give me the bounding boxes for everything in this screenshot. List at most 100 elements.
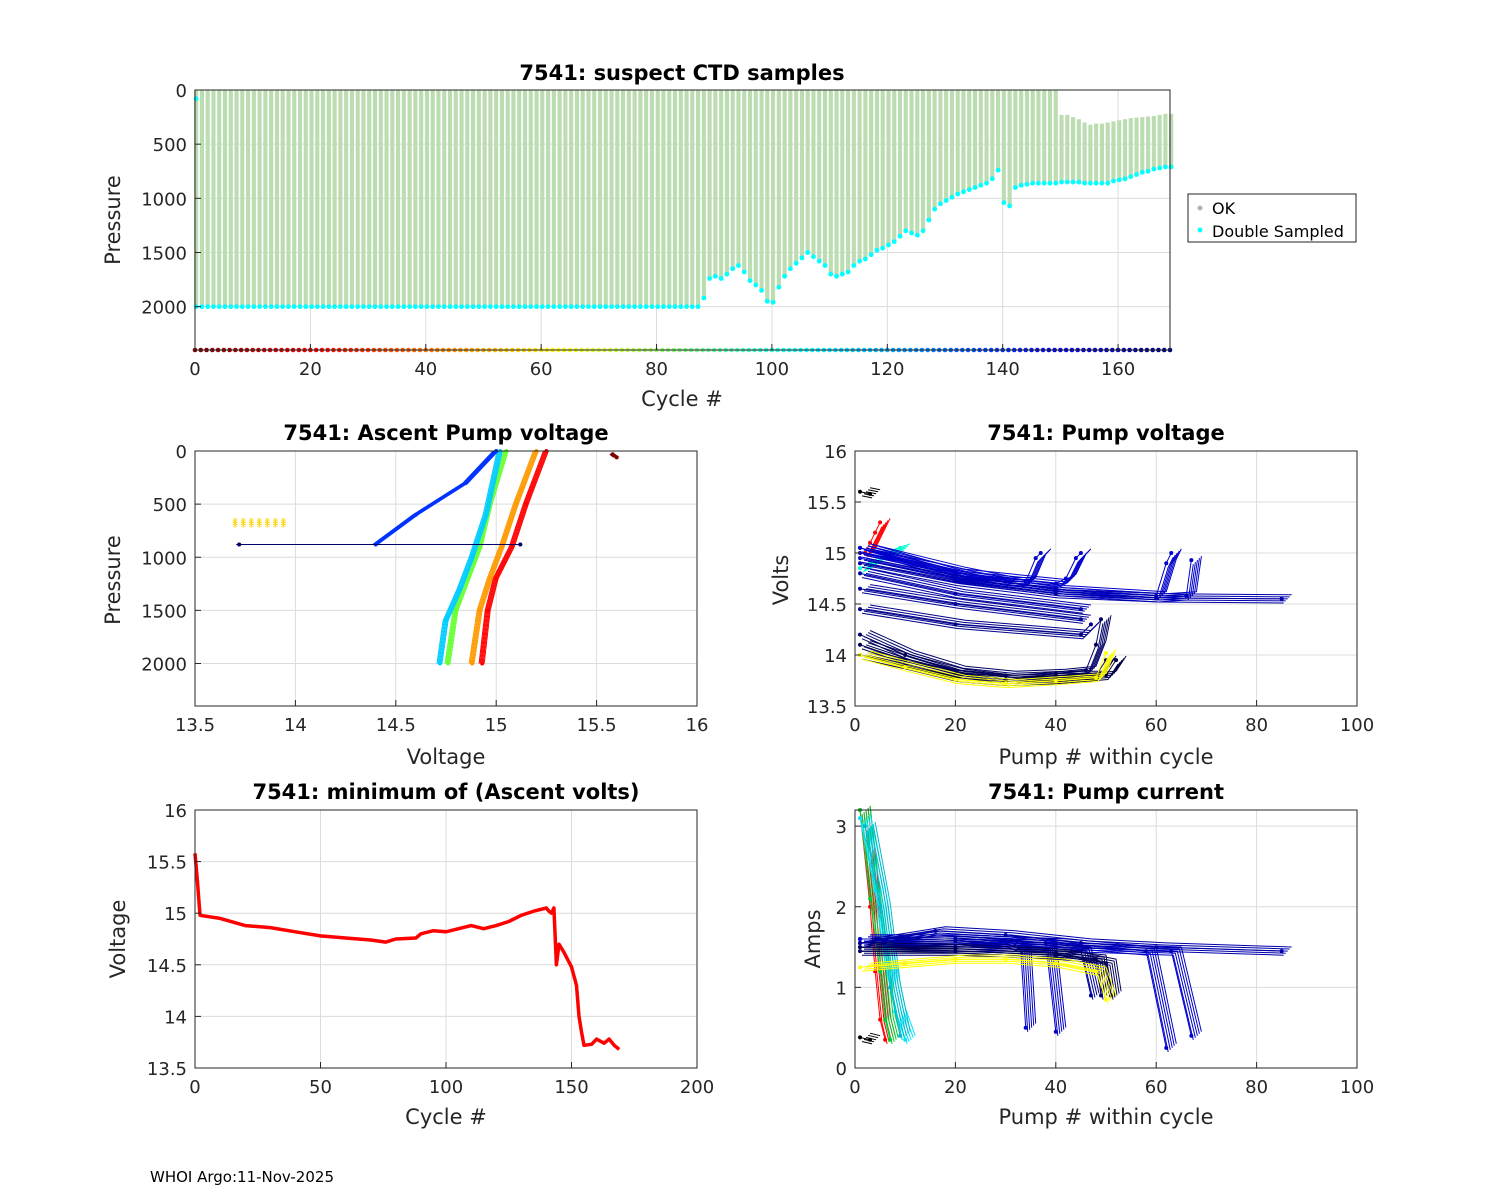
- profile-bar: [1042, 90, 1047, 184]
- data-point: [858, 607, 863, 612]
- profile-bar: [742, 90, 747, 272]
- yellow-marker: *: [248, 517, 254, 530]
- data-point: [1088, 622, 1093, 627]
- double-sampled-marker: [1116, 177, 1122, 183]
- double-sampled-marker: [280, 304, 286, 310]
- y-tick-label: 15.5: [147, 853, 187, 874]
- profile-bar: [1047, 90, 1053, 184]
- profile-bar: [1036, 90, 1041, 184]
- double-sampled-marker: [401, 304, 407, 310]
- double-sampled-marker: [984, 180, 989, 186]
- double-sampled-marker: [822, 263, 828, 268]
- data-point: [1093, 969, 1098, 974]
- double-sampled-marker: [995, 167, 1001, 173]
- profile-bar: [280, 90, 285, 307]
- x-axis-label: Pump # within cycle: [999, 1105, 1214, 1129]
- series-line: [865, 572, 1087, 610]
- profile-bar: [926, 90, 931, 220]
- double-sampled-marker: [1122, 176, 1128, 182]
- double-sampled-marker: [418, 304, 424, 310]
- x-tick-label: 150: [554, 1077, 588, 1098]
- data-point: [514, 502, 519, 507]
- profile-bar: [367, 90, 372, 307]
- double-sampled-marker: [920, 228, 926, 234]
- double-sampled-marker: [880, 245, 886, 251]
- double-sampled-marker: [730, 266, 736, 272]
- yellow-marker: *: [265, 519, 271, 532]
- profile-bar: [672, 90, 678, 307]
- profile-bar: [211, 90, 216, 307]
- double-sampled-marker: [262, 304, 268, 310]
- double-sampled-marker: [926, 217, 932, 223]
- series-line: [868, 489, 879, 493]
- series-line: [867, 570, 1089, 608]
- data-point: [437, 661, 442, 666]
- data-point: [614, 455, 619, 460]
- data-point: [1189, 1033, 1194, 1038]
- data-point: [1154, 945, 1159, 950]
- data-point: [858, 941, 863, 946]
- profile-bar: [413, 90, 418, 307]
- profile-bar: [978, 90, 983, 186]
- series-line: [375, 450, 497, 545]
- profile-bar: [690, 90, 695, 307]
- data-point: [873, 888, 878, 893]
- series-line: [863, 948, 1116, 998]
- series-line: [869, 648, 1117, 680]
- double-sampled-marker: [886, 242, 891, 248]
- double-sampled-marker: [1162, 164, 1168, 170]
- profile-bar: [442, 90, 447, 307]
- axes-box: [194, 89, 1171, 351]
- profile-bar: [384, 90, 389, 307]
- profile-bar: [338, 90, 343, 307]
- profile-bar: [782, 90, 787, 277]
- panel-suspect-ctd-samples: 0 20 40 60 80 100 120 140 160 0 500 1000 1500 2000 75…: [101, 61, 1357, 411]
- data-point: [237, 542, 242, 547]
- data-point: [446, 661, 451, 666]
- double-sampled-marker: [487, 304, 493, 310]
- data-point: [1078, 632, 1083, 637]
- profile-bar: [1094, 123, 1099, 184]
- yellow-marker: *: [240, 519, 246, 532]
- y-tick-label: 1: [836, 978, 847, 999]
- yellow-marker: *: [240, 515, 246, 528]
- double-sampled-marker: [989, 176, 995, 182]
- yellow-marker: *: [248, 521, 254, 534]
- chart-title: 7541: minimum of (Ascent volts): [252, 780, 639, 804]
- data-point: [494, 576, 499, 581]
- double-sampled-marker: [355, 304, 361, 310]
- data-point: [1033, 556, 1038, 561]
- series-line: [868, 928, 1290, 950]
- data-point: [454, 608, 459, 613]
- profile-bar: [488, 90, 493, 307]
- double-sampled-marker: [609, 304, 614, 310]
- x-tick-label: 60: [1145, 1077, 1168, 1098]
- profile-bar: [851, 90, 856, 266]
- double-sampled-marker: [862, 256, 868, 262]
- profile-bar: [471, 90, 476, 307]
- series-line: [372, 450, 494, 545]
- profile-bar: [1082, 122, 1087, 184]
- data-point: [878, 1017, 883, 1022]
- x-tick-label: 200: [680, 1077, 714, 1098]
- profile-bar: [932, 90, 937, 210]
- double-sampled-marker: [718, 276, 724, 281]
- series-line: [868, 948, 1110, 994]
- profile-bar: [644, 90, 649, 307]
- profile-bar: [534, 90, 539, 307]
- double-sampled-marker: [707, 276, 713, 281]
- profile-bar: [903, 90, 908, 231]
- data-point: [1078, 551, 1083, 555]
- data-point: [1189, 558, 1194, 563]
- series-line: [868, 956, 1115, 998]
- profile-bar: [332, 90, 337, 307]
- profile-bar: [1122, 119, 1128, 179]
- data-point: [878, 904, 883, 909]
- profile-bar: [286, 90, 291, 307]
- yellow-marker: *: [273, 517, 279, 530]
- yellow-marker: *: [240, 521, 246, 534]
- series-line: [863, 812, 890, 1042]
- profile-bar: [482, 90, 487, 307]
- double-sampled-marker: [649, 304, 655, 310]
- data-point: [1078, 617, 1083, 622]
